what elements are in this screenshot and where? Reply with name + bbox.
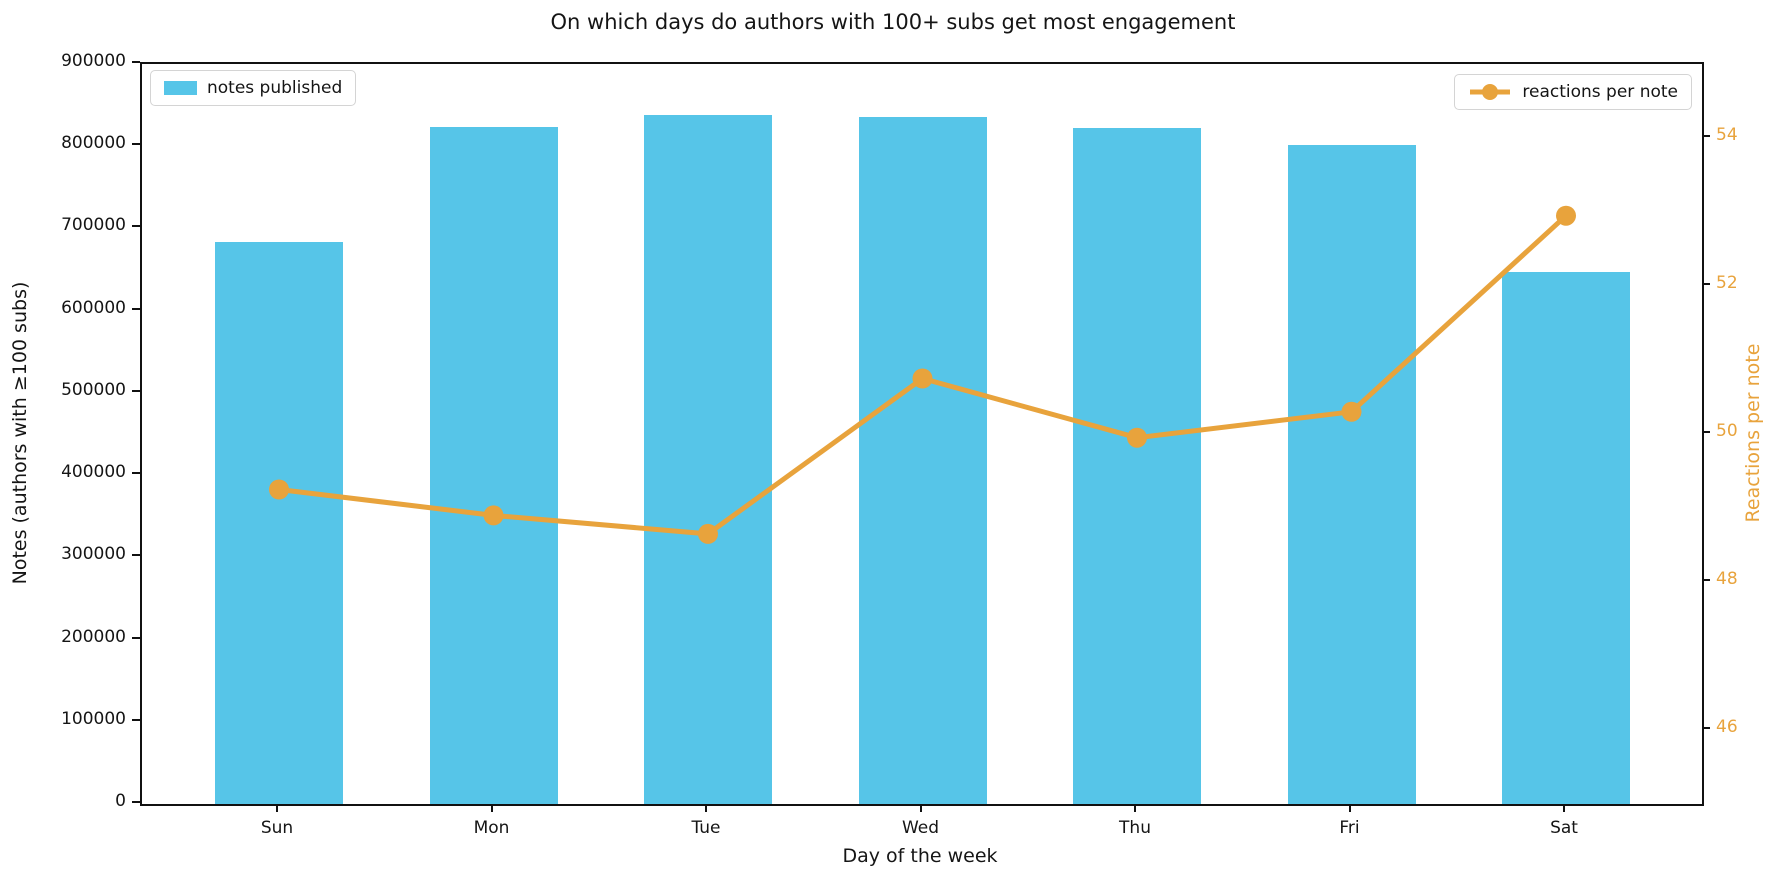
x-tick-Mon	[490, 804, 493, 812]
x-tick-label-Sat: Sat	[1550, 818, 1578, 838]
line-marker-Thu	[1127, 427, 1147, 448]
chart-title: On which days do authors with 100+ subs …	[550, 10, 1236, 34]
right-tick-48	[1702, 579, 1710, 581]
line-marker-Sun	[269, 479, 289, 500]
bar-Wed	[858, 117, 987, 804]
line-legend-marker	[1470, 84, 1511, 100]
x-tick-label-Mon: Mon	[473, 818, 510, 838]
left-tick-900000	[132, 61, 140, 63]
left-tick-0	[132, 801, 140, 803]
left-tick-500000	[132, 389, 140, 392]
bar-Fri	[1287, 144, 1416, 804]
right-tick-label-50: 50	[1716, 421, 1738, 441]
right-tick-54	[1702, 135, 1710, 137]
x-tick-Sun	[276, 804, 278, 812]
bar-Mon	[429, 127, 558, 804]
x-tick-Wed	[919, 804, 922, 812]
right-tick-52	[1702, 283, 1710, 285]
left-tick-label-600000: 600000	[61, 297, 126, 318]
bar-Sun	[215, 242, 343, 804]
right-tick-46	[1702, 727, 1710, 729]
x-tick-Thu	[1134, 804, 1136, 812]
right-tick-label-52: 52	[1716, 273, 1738, 293]
plot-area: notes published reactions per note	[140, 62, 1704, 806]
right-tick-label-54: 54	[1716, 125, 1738, 145]
x-tick-label-Thu: Thu	[1119, 818, 1151, 838]
left-tick-300000	[132, 554, 140, 557]
legend-label-reactions-per-note: reactions per note	[1522, 82, 1678, 102]
line-marker-Sat	[1556, 205, 1576, 226]
line-layer	[269, 205, 1576, 544]
x-tick-Sat	[1563, 804, 1565, 812]
left-tick-400000	[132, 472, 140, 475]
x-tick-Tue	[705, 804, 707, 812]
left-tick-label-200000: 200000	[61, 626, 126, 647]
legend-reactions-per-note: reactions per note	[1454, 74, 1692, 110]
x-tick-Fri	[1348, 804, 1351, 812]
left-tick-label-300000: 300000	[61, 544, 126, 565]
line-marker-Mon	[483, 505, 504, 526]
left-tick-label-800000: 800000	[61, 133, 126, 154]
x-tick-label-Sun: Sun	[260, 818, 294, 838]
x-tick-label-Fri: Fri	[1339, 818, 1360, 838]
bar-legend-swatch	[164, 81, 197, 95]
x-tick-label-Tue: Tue	[691, 818, 721, 838]
bar-Tue	[644, 114, 772, 804]
right-tick-label-48: 48	[1716, 569, 1738, 589]
left-tick-label-500000: 500000	[61, 379, 126, 400]
left-axis-title: Notes (authors with ≥100 subs)	[9, 281, 31, 585]
legend-label-notes-published: notes published	[207, 78, 343, 98]
bar-Thu	[1073, 128, 1201, 804]
left-tick-800000	[132, 143, 140, 146]
left-tick-label-900000: 900000	[61, 51, 126, 71]
left-tick-label-100000: 100000	[61, 708, 126, 729]
left-tick-label-700000: 700000	[61, 215, 126, 236]
x-tick-label-Wed: Wed	[901, 818, 940, 838]
right-axis-title: Reactions per note	[1742, 343, 1764, 523]
line-marker-Wed	[912, 368, 933, 389]
left-tick-label-0: 0	[115, 791, 126, 811]
right-tick-50	[1702, 431, 1710, 433]
line-marker-Tue	[698, 523, 718, 544]
left-tick-600000	[132, 307, 140, 310]
x-axis-title: Day of the week	[842, 845, 998, 867]
left-tick-100000	[132, 718, 140, 721]
left-tick-700000	[132, 225, 140, 228]
legend-notes-published: notes published	[150, 70, 357, 106]
line-marker-Fri	[1341, 401, 1362, 422]
bar-Sat	[1502, 272, 1630, 804]
left-tick-label-400000: 400000	[61, 462, 126, 483]
left-tick-200000	[132, 636, 140, 639]
right-tick-label-46: 46	[1716, 717, 1738, 737]
